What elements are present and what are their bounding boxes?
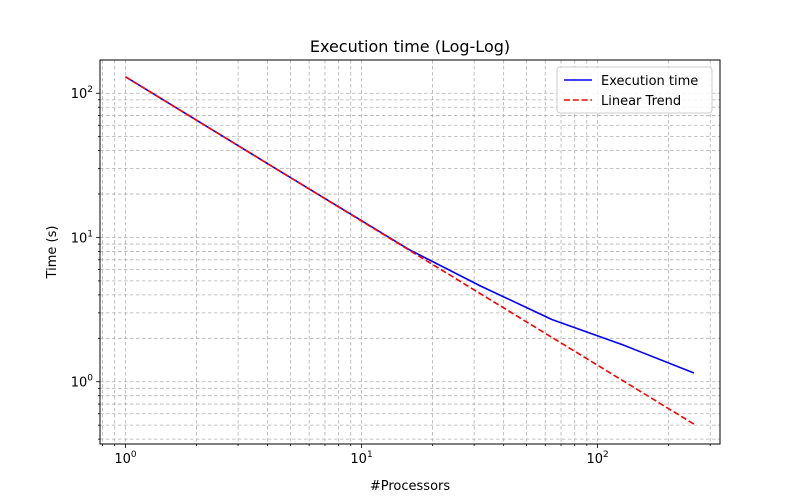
chart-title: Execution time (Log-Log) bbox=[310, 37, 510, 56]
legend-label: Linear Trend bbox=[601, 94, 681, 109]
ticks: 100 101 102 100 101 102 bbox=[71, 85, 711, 467]
y-tick-label: 101 bbox=[71, 229, 93, 246]
series-group bbox=[125, 76, 695, 425]
legend-box bbox=[556, 66, 713, 114]
series-line bbox=[125, 76, 695, 425]
legend: Execution time Linear Trend bbox=[556, 66, 713, 114]
x-tick-label: 100 bbox=[114, 450, 137, 467]
plot-frame bbox=[99, 59, 721, 445]
legend-label: Execution time bbox=[601, 74, 698, 89]
x-tick-label: 102 bbox=[586, 450, 608, 467]
y-tick-label: 102 bbox=[71, 85, 93, 102]
x-tick-label: 101 bbox=[350, 450, 372, 467]
grid bbox=[100, 60, 720, 444]
x-axis-label: #Processors bbox=[370, 479, 451, 494]
y-axis-label: Time (s) bbox=[45, 226, 60, 280]
y-tick-label: 100 bbox=[71, 374, 94, 391]
